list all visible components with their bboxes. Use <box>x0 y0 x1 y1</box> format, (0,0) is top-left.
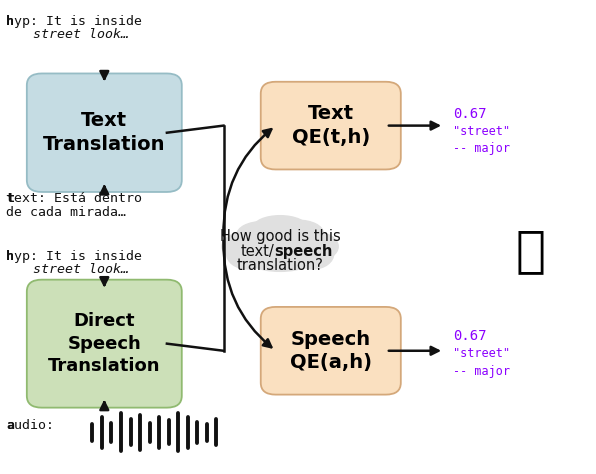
Text: -- major: -- major <box>453 142 510 155</box>
Ellipse shape <box>238 231 322 271</box>
Ellipse shape <box>273 220 323 246</box>
Text: "street": "street" <box>453 347 510 360</box>
Ellipse shape <box>293 232 339 261</box>
Text: "street": "street" <box>453 125 510 137</box>
Text: translation?: translation? <box>237 258 324 273</box>
Text: Direct
Speech
Translation: Direct Speech Translation <box>48 312 160 375</box>
Text: Speech
QE(a,h): Speech QE(a,h) <box>290 329 372 372</box>
Text: text: Está dentro: text: Está dentro <box>6 192 142 205</box>
Ellipse shape <box>237 222 287 247</box>
Text: How good is this: How good is this <box>220 229 340 245</box>
Text: text/: text/ <box>240 244 274 259</box>
Text: Text
Translation: Text Translation <box>43 111 166 154</box>
Text: hyp: It is inside: hyp: It is inside <box>6 15 142 28</box>
Text: hyp: It is inside: hyp: It is inside <box>6 250 142 263</box>
Text: -- major: -- major <box>453 365 510 378</box>
Text: a: a <box>6 419 14 432</box>
Text: street look…: street look… <box>33 28 129 41</box>
Text: audio:: audio: <box>6 419 54 432</box>
Ellipse shape <box>292 238 334 269</box>
Text: t: t <box>6 192 14 205</box>
FancyBboxPatch shape <box>261 82 401 170</box>
Text: Text
QE(t,h): Text QE(t,h) <box>291 104 370 147</box>
FancyBboxPatch shape <box>261 307 401 394</box>
Ellipse shape <box>222 232 267 261</box>
Text: de cada mirada…: de cada mirada… <box>6 206 126 219</box>
FancyBboxPatch shape <box>27 280 182 408</box>
Text: 0.67: 0.67 <box>453 329 486 344</box>
Text: street look…: street look… <box>33 263 129 276</box>
Text: 0.67: 0.67 <box>453 107 486 121</box>
Text: speech: speech <box>274 244 333 259</box>
Text: h: h <box>6 15 14 28</box>
Text: 🤔: 🤔 <box>516 227 545 275</box>
FancyBboxPatch shape <box>27 73 182 192</box>
Text: h: h <box>6 250 14 263</box>
Ellipse shape <box>253 216 307 239</box>
Ellipse shape <box>226 238 268 269</box>
